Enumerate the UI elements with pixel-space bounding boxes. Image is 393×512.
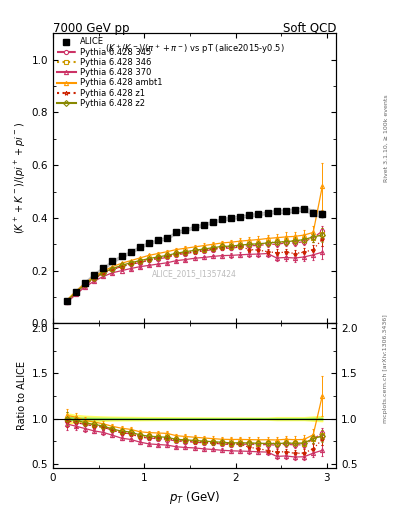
Legend: ALICE, Pythia 6.428 345, Pythia 6.428 346, Pythia 6.428 370, Pythia 6.428 ambt1,: ALICE, Pythia 6.428 345, Pythia 6.428 34… [55,36,164,110]
Text: mcplots.cern.ch [arXiv:1306.3436]: mcplots.cern.ch [arXiv:1306.3436] [384,314,388,423]
Text: 7000 GeV pp: 7000 GeV pp [53,22,130,34]
Text: Rivet 3.1.10, ≥ 100k events: Rivet 3.1.10, ≥ 100k events [384,94,388,182]
Y-axis label: Ratio to ALICE: Ratio to ALICE [17,361,28,431]
Text: ALICE_2015_I1357424: ALICE_2015_I1357424 [152,270,237,279]
Y-axis label: $(K^+ + K^-)/(pi^+ + pi^-)$: $(K^+ + K^-)/(pi^+ + pi^-)$ [13,122,28,234]
X-axis label: $p_T$ (GeV): $p_T$ (GeV) [169,489,220,506]
Text: Soft QCD: Soft QCD [283,22,336,34]
Text: $(K^+/K^-)/(\pi^+ + \pi^-)$ vs pT (alice2015-y0.5): $(K^+/K^-)/(\pi^+ + \pi^-)$ vs pT (alice… [105,42,285,56]
